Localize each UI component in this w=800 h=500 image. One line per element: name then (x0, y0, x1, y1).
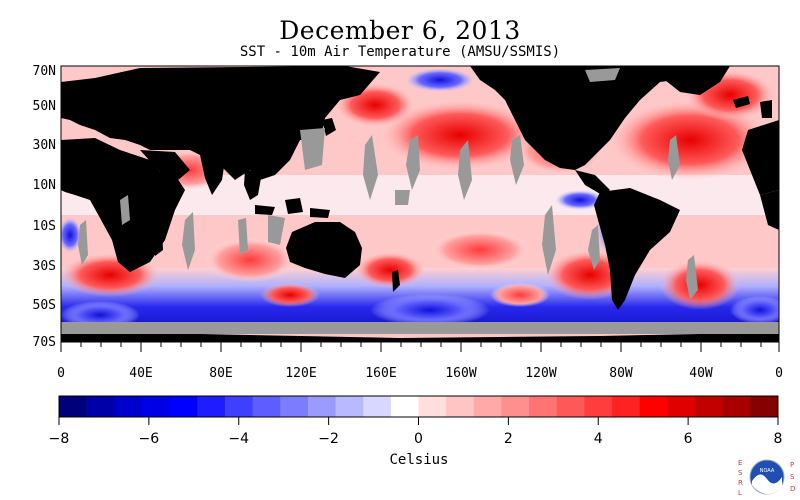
lat-label: 10S (33, 219, 56, 234)
colorbar-swatch (722, 396, 751, 417)
colorbar-swatch (446, 396, 475, 417)
lon-label: 40E (129, 366, 152, 381)
colorbar-swatch (335, 396, 364, 417)
colorbar-swatch (307, 396, 337, 417)
missing-data (61, 68, 779, 334)
colorbar-swatch (501, 396, 530, 417)
sst-anomaly-map (61, 66, 779, 342)
land-masses (61, 66, 779, 342)
lat-label: 50S (33, 298, 56, 313)
colorbar-swatch (418, 396, 447, 417)
logo-letter: P (790, 461, 794, 469)
colorbar-tick-label: 6 (684, 431, 693, 447)
colorbar-swatch (86, 396, 115, 417)
colorbar-tick-label: −4 (228, 431, 249, 447)
colorbar-tick-label: −6 (139, 431, 160, 447)
colorbar-swatch (280, 396, 309, 417)
colorbar-swatch (141, 396, 171, 417)
colorbar-tick-label: 8 (774, 431, 783, 447)
colorbar-label: Celsius (389, 452, 449, 468)
lat-label: 70N (33, 64, 56, 79)
logo-letter: S (790, 473, 795, 481)
logo-letter: S (738, 469, 743, 477)
lon-label: 40W (689, 366, 713, 381)
lon-label: 120W (525, 366, 556, 381)
colorbar (58, 395, 779, 418)
lat-label: 70S (33, 335, 56, 350)
colorbar-swatch (473, 396, 502, 417)
lat-label: 50N (33, 99, 56, 114)
logo-letter: R (738, 479, 743, 487)
lon-label: 80W (609, 366, 633, 381)
lon-labels: 0 40E 80E 120E 160E 160W 120W 80W 40W 0 (57, 366, 783, 381)
map-frame (60, 65, 780, 343)
lon-label: 120E (285, 366, 316, 381)
colorbar-tick-label: 0 (414, 431, 423, 447)
lat-label: 30N (33, 138, 56, 153)
map-title: December 6, 2013 (279, 16, 521, 45)
colorbar-swatch (612, 396, 641, 417)
noaa-logo: E S R L P S D NOAA (738, 459, 795, 497)
colorbar-swatch (363, 396, 392, 417)
logo-letter: E (738, 459, 742, 467)
colorbar-swatch (695, 396, 724, 417)
logo-center-text: NOAA (760, 468, 775, 474)
lat-labels: 70N 50N 30N 10N 10S 30S 50S 70S (33, 64, 56, 350)
lon-label: 80E (209, 366, 232, 381)
map-subtitle: SST - 10m Air Temperature (AMSU/SSMIS) (239, 44, 561, 60)
colorbar-swatch (667, 396, 696, 417)
lon-label: 160W (445, 366, 476, 381)
colorbar-swatch (59, 396, 88, 417)
colorbar-swatch (529, 396, 558, 417)
lon-label: 160E (365, 366, 396, 381)
colorbar-ticks: −8 −6 −4 −2 0 2 4 6 8 (49, 417, 783, 447)
colorbar-swatch (252, 396, 281, 417)
colorbar-swatch (114, 396, 143, 417)
lon-ticks (60, 342, 780, 352)
colorbar-swatch (224, 396, 254, 417)
colorbar-swatch (169, 396, 198, 417)
colorbar-tick-label: −8 (49, 431, 70, 447)
logo-letter: L (738, 489, 742, 497)
colorbar-swatch (584, 396, 613, 417)
colorbar-swatch (750, 396, 779, 417)
lon-label: 0 (775, 366, 783, 381)
colorbar-swatch (639, 396, 668, 417)
colorbar-swatch (197, 396, 226, 417)
lon-label: 0 (57, 366, 65, 381)
colorbar-swatch (556, 396, 585, 417)
colorbar-swatch (390, 396, 419, 417)
colorbar-tick-label: −2 (318, 431, 339, 447)
lat-label: 30S (33, 259, 56, 274)
colorbar-tick-label: 2 (504, 431, 513, 447)
lat-label: 10N (33, 178, 56, 193)
colorbar-tick-label: 4 (594, 431, 603, 447)
logo-letter: D (790, 485, 795, 493)
